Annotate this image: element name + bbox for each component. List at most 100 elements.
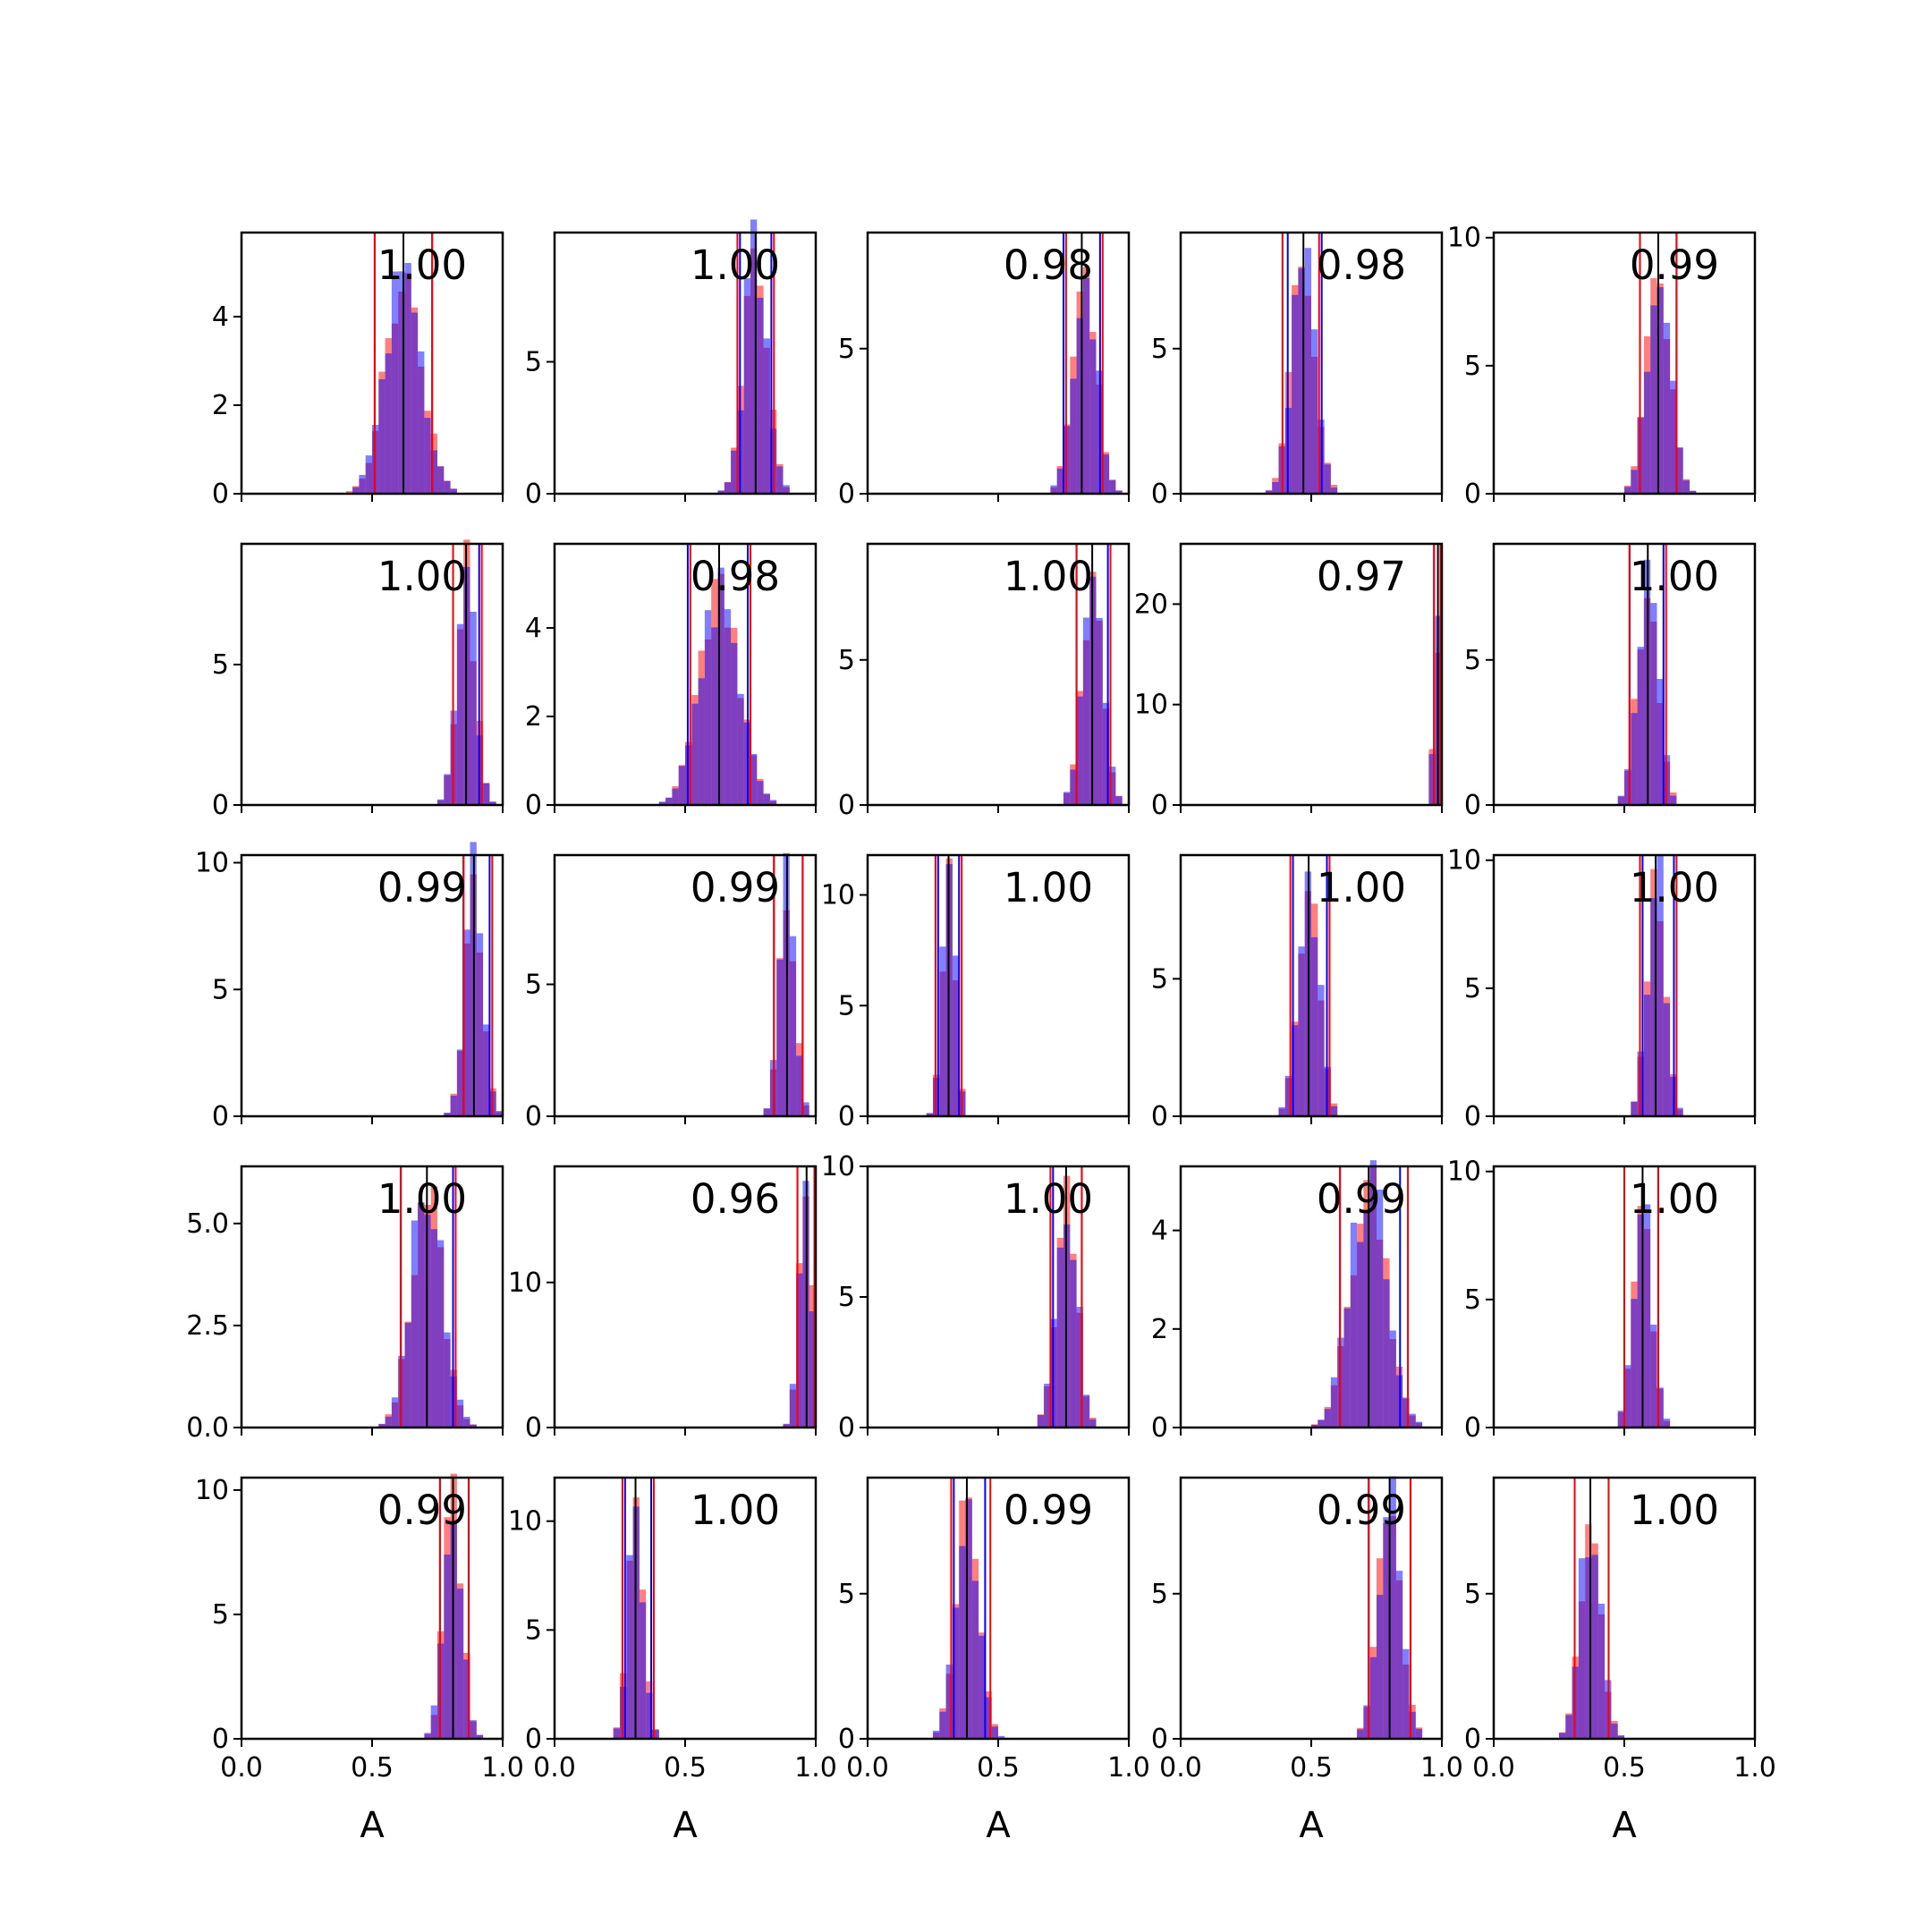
histogram-bar [463, 1659, 470, 1739]
histogram-bar [1631, 1299, 1638, 1428]
histogram-bar [763, 338, 770, 494]
histogram-bar [1415, 1728, 1423, 1739]
histogram-bar [783, 1423, 790, 1428]
y-tick-label: 0 [838, 1412, 855, 1444]
histogram-bar [1115, 490, 1123, 494]
histogram-bar [1402, 1648, 1410, 1739]
y-tick-label: 0 [212, 790, 229, 821]
histogram-bar [1663, 1419, 1671, 1428]
histogram-bar [1670, 795, 1677, 805]
histogram-bar [1643, 1204, 1651, 1428]
panel-1: 0 2 4 1.00 [212, 231, 504, 510]
x-tick-label: 0.5 [1290, 1752, 1333, 1784]
histogram-bar [691, 703, 699, 805]
histogram-bar [1330, 1377, 1338, 1428]
histogram-bar [1284, 1075, 1292, 1116]
y-tick-label: 0 [1464, 1724, 1481, 1755]
histogram-bar [437, 466, 445, 494]
y-tick-label: 5 [212, 974, 229, 1005]
histogram-bar [939, 1711, 946, 1739]
histogram-bar [1377, 1595, 1384, 1739]
histogram-bar [476, 933, 484, 1116]
histogram-bar [1383, 1279, 1390, 1428]
histogram-bar [437, 1240, 445, 1428]
y-tick-label: 5 [838, 645, 855, 676]
histogram-bar [1298, 946, 1305, 1116]
y-tick-label: 2 [212, 390, 229, 421]
y-tick-label: 0 [1151, 479, 1168, 510]
panel-annotation: 1.00 [1630, 1175, 1719, 1223]
y-tick-label: 0 [525, 479, 542, 510]
histogram-bar [1650, 603, 1657, 805]
histogram-bar [378, 379, 386, 494]
histogram-bar [345, 491, 353, 494]
histogram-bar [1298, 267, 1305, 494]
histogram-bar [665, 797, 673, 805]
y-tick-label: 0 [212, 1101, 229, 1132]
histogram-bar [1089, 339, 1097, 494]
histogram-bar [658, 801, 666, 805]
histogram-bar [1082, 277, 1090, 494]
y-tick-label: 5 [1151, 334, 1168, 365]
histogram-bar [1109, 479, 1116, 494]
histogram-bar [1109, 767, 1116, 805]
y-tick-label: 10 [195, 848, 229, 879]
histogram-bar [1690, 490, 1697, 494]
y-tick-label: 0 [525, 1101, 542, 1132]
x-tick-label: 1.0 [1420, 1752, 1463, 1784]
y-tick-label: 5 [838, 334, 855, 365]
histogram-bar [1343, 1308, 1351, 1428]
histogram-bar [789, 936, 797, 1116]
histogram-bar [1578, 1558, 1586, 1739]
y-tick-label: 4 [1151, 1216, 1168, 1247]
y-tick-label: 10 [1447, 845, 1481, 877]
histogram-bar [809, 1311, 816, 1428]
histogram-bar [1050, 485, 1057, 494]
histogram-bar [1115, 796, 1123, 805]
histogram-bar [945, 1664, 953, 1739]
histogram-bar [1591, 1555, 1598, 1739]
histogram-bar [404, 1322, 411, 1428]
histogram-bar [952, 1607, 960, 1739]
histogram-bar [1070, 769, 1077, 805]
histogram-bar [1631, 1101, 1638, 1116]
panel-annotation: 1.00 [1630, 864, 1719, 911]
y-tick-label: 10 [821, 880, 855, 911]
histogram-bar [424, 1733, 431, 1739]
histogram-bar [1597, 1603, 1606, 1739]
histogram-bar [1363, 1705, 1370, 1739]
panel-9: 0 10 20 0.97 [1134, 542, 1444, 821]
histogram-bar [1357, 1729, 1364, 1739]
y-tick-label: 0 [1464, 1101, 1481, 1132]
panel-18: 0 5 10 1.00 [821, 1151, 1131, 1444]
histogram-bar [418, 351, 425, 494]
histogram-bar [1637, 1214, 1644, 1428]
histogram-bar [1096, 617, 1103, 805]
histogram-bar [385, 353, 392, 494]
histogram-bar [763, 1108, 770, 1116]
histogram-bar [1076, 318, 1083, 494]
x-axis-label: A [673, 1805, 698, 1846]
histogram-bar [704, 610, 712, 805]
x-tick-label: 0.0 [1159, 1752, 1202, 1784]
panel-annotation: 1.00 [691, 1487, 780, 1534]
histogram-bar [1311, 1424, 1318, 1428]
panel-11: 0 5 10 0.99 [195, 842, 504, 1132]
histogram-bar [1631, 713, 1638, 805]
histogram-bar [1070, 378, 1077, 494]
histogram-bar [1350, 1222, 1358, 1428]
histogram-bar [359, 474, 366, 494]
histogram-bar [1624, 1365, 1631, 1428]
y-tick-label: 0 [212, 479, 229, 510]
histogram-bar [1089, 1419, 1097, 1428]
y-tick-label: 5 [525, 347, 542, 378]
y-tick-label: 5 [1464, 1284, 1481, 1316]
histogram-bar [391, 271, 399, 494]
y-tick-label: 10 [821, 1151, 855, 1182]
histogram-bar [1389, 1330, 1396, 1428]
y-tick-label: 5 [838, 1282, 855, 1313]
histogram-bar [1044, 1384, 1051, 1428]
histogram-bar [365, 455, 372, 494]
y-tick-label: 2 [1151, 1314, 1168, 1345]
panel-10: 051.00 [1464, 542, 1757, 821]
